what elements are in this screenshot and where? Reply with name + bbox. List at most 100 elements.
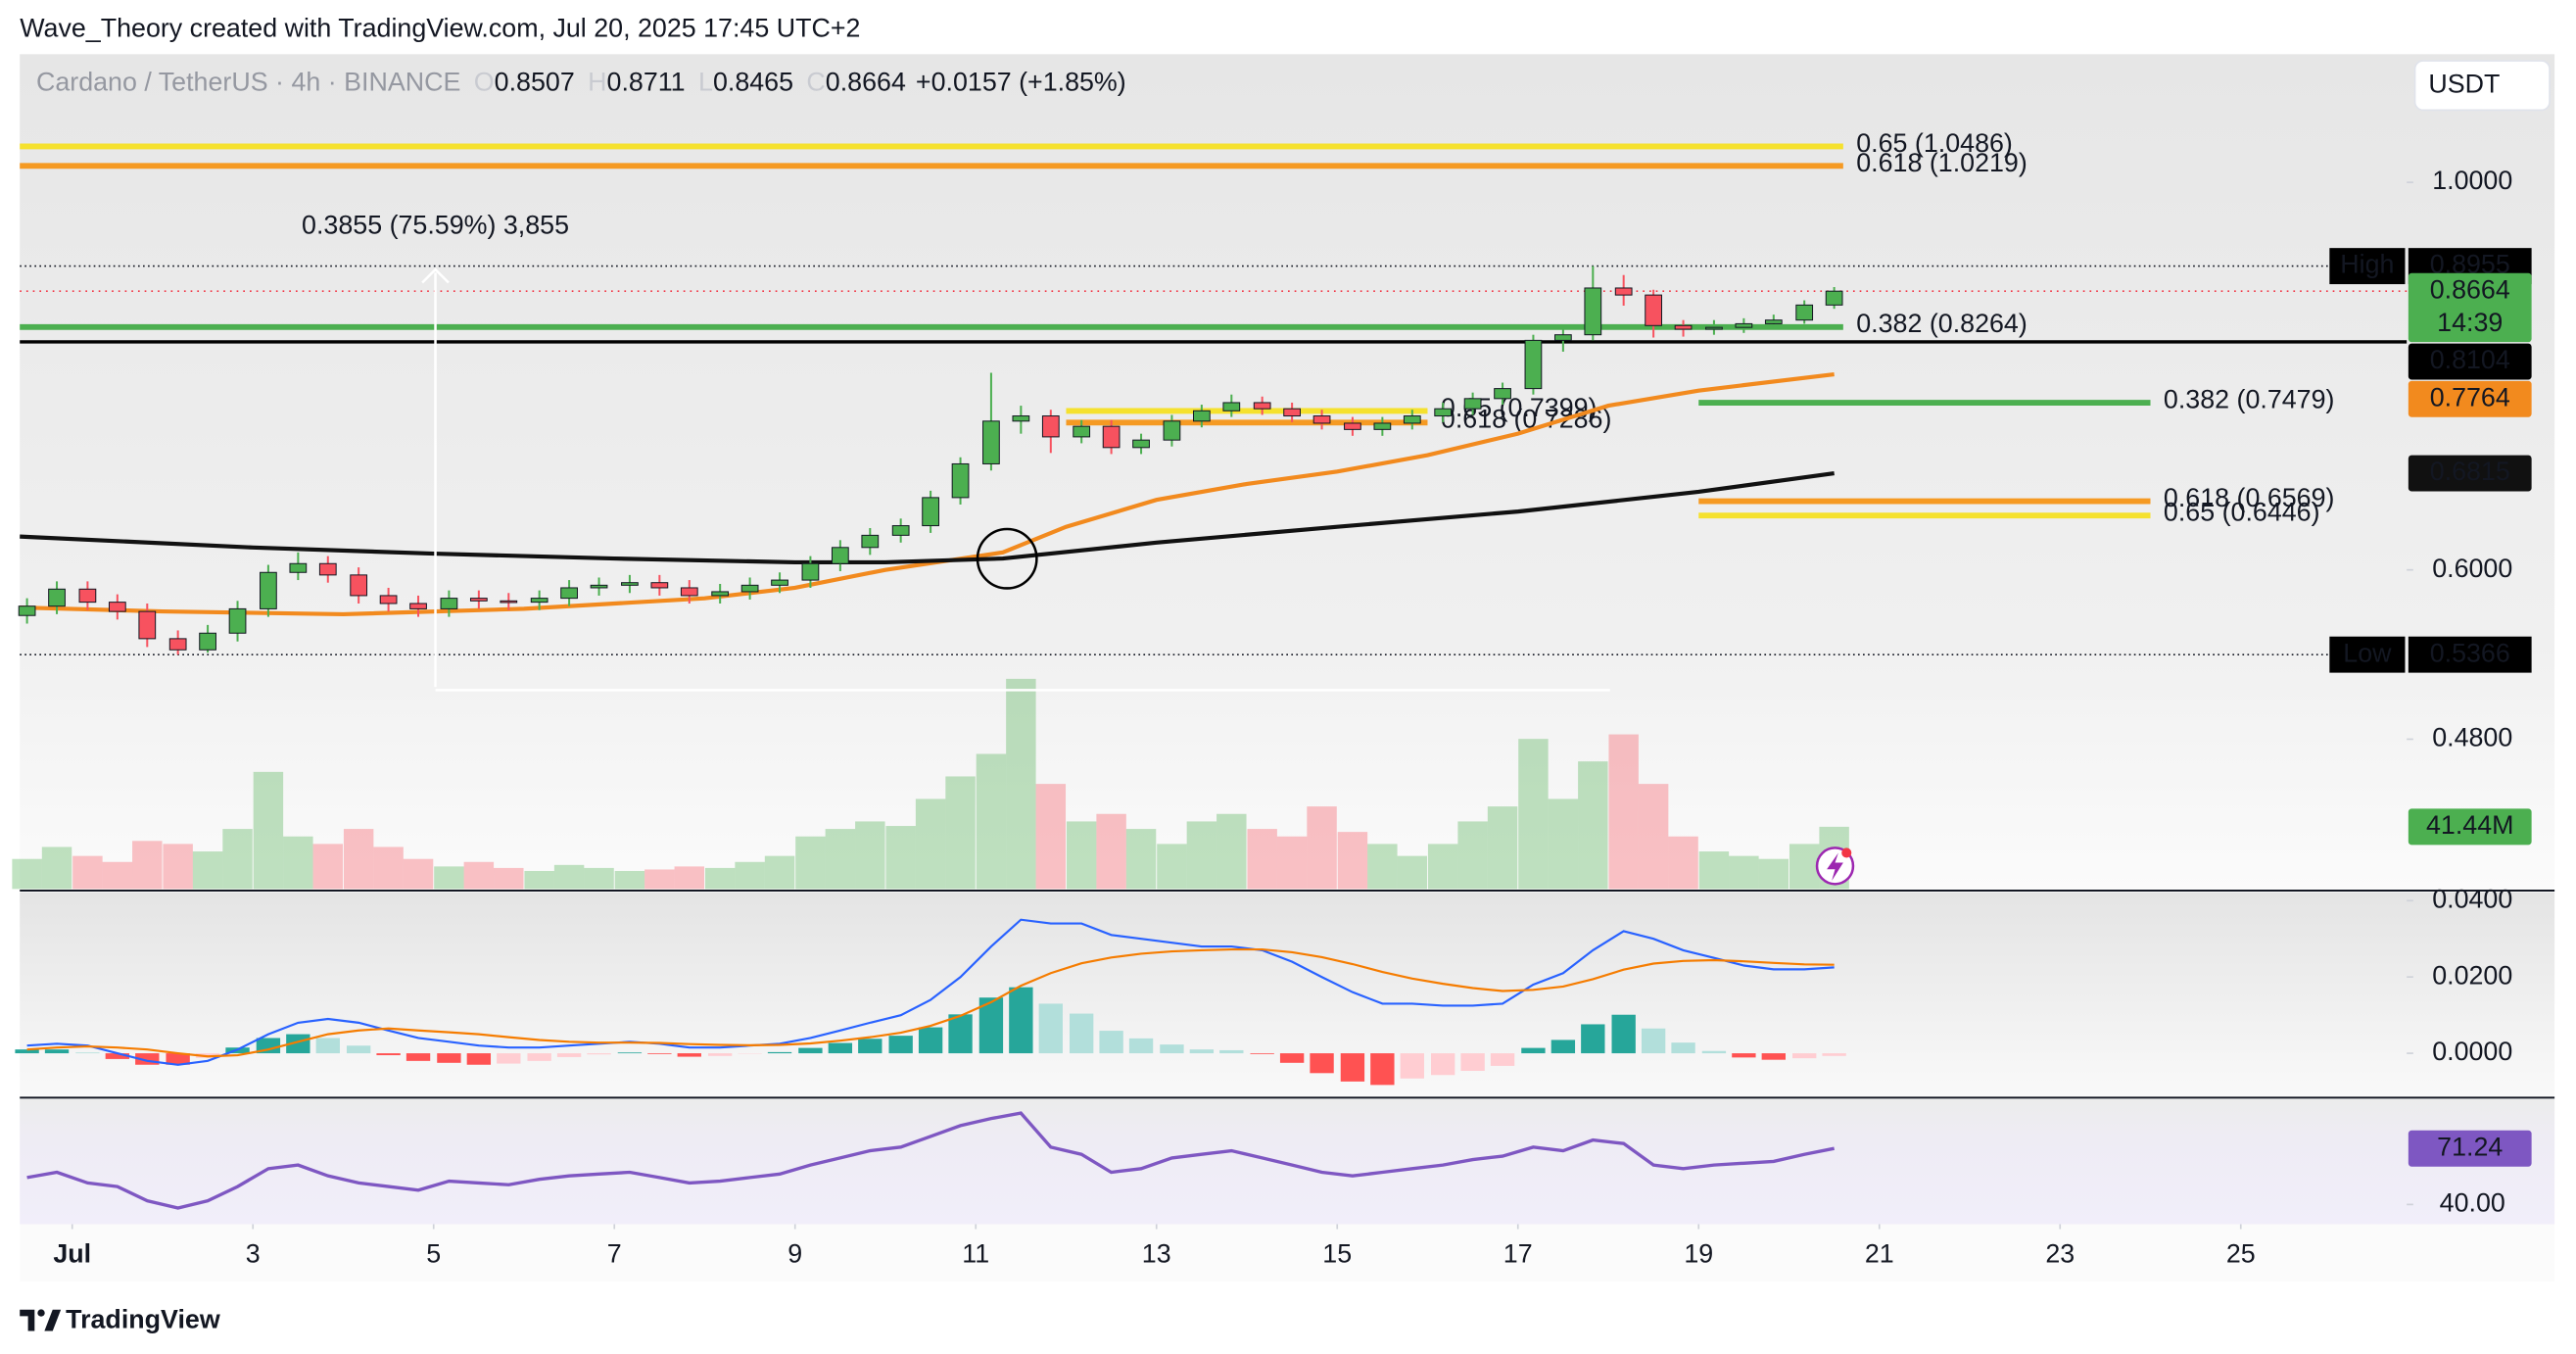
macd-histogram [767,1051,792,1054]
x-tick-label: 11 [962,1238,989,1268]
y-tick-label: 0.6000 [2432,554,2512,583]
macd-histogram [1340,1053,1365,1082]
volume-bar [72,855,103,890]
volume-bar [1216,813,1247,890]
y-tick-label: 1.0000 [2432,166,2512,195]
macd-histogram [1521,1047,1546,1054]
volume-bar [1125,829,1157,890]
fib-level-label: 0.382 (0.8264) [1856,309,2027,338]
macd-histogram [1460,1053,1485,1071]
candle-body [1192,410,1211,422]
x-tick-label: 15 [1322,1238,1352,1268]
volume-bar [1367,844,1398,890]
volume-bar [1397,855,1428,890]
candle-body [530,598,549,604]
candle-body [922,497,939,527]
legend-change: +0.0157 (+1.85%) [916,68,1126,97]
candle-body [199,632,216,651]
x-tick-label: 5 [426,1238,441,1268]
candle-body [1553,334,1572,341]
candle-body [1494,388,1511,400]
macd-histogram [166,1053,190,1065]
volume-bar [1578,761,1608,890]
volume-bar [403,858,434,890]
volume-bar [1427,844,1458,890]
legend-key: H [588,68,606,97]
candle-body [379,595,398,604]
macd-histogram [647,1053,672,1054]
volume-bar [434,866,464,890]
fib-level-label: 0.618 (0.7286) [1441,405,1612,434]
macd-histogram [1250,1053,1274,1054]
macd-histogram [497,1053,521,1064]
x-tick-label: 21 [1865,1238,1894,1268]
volume-bar [524,870,554,890]
candle-body [1102,425,1121,449]
volume-bar [1337,832,1368,890]
x-tick-label: 3 [246,1238,261,1268]
volume-bar [1729,855,1759,890]
currency-button[interactable] [2413,60,2551,112]
candle-body [318,562,337,576]
legend: Cardano / TetherUS · 4h · BINANCE O0.8507… [36,68,1126,97]
candle-body [621,582,639,586]
macd-histogram [858,1039,883,1054]
candle-body [740,584,759,593]
candle-body [771,579,788,586]
macd-tick-label: 0.0000 [2432,1037,2512,1066]
macd-histogram [1128,1038,1154,1054]
header: Wave_Theory created with TradingView.com… [20,13,860,42]
candle-body [1674,324,1693,330]
last-price-label: 0.8664 [2430,274,2510,304]
support-label: 0.8104 [2430,345,2510,374]
volume-bar [1096,813,1126,890]
candle-body [1041,415,1060,438]
macd-histogram [376,1053,401,1056]
candle-body [289,562,308,573]
volume-bar [1066,821,1097,890]
candle-body [891,525,910,536]
candle-body [711,591,730,597]
macd-histogram [1219,1049,1244,1054]
volume-bar [584,867,614,890]
rsi-pane [20,1099,2555,1225]
macd-histogram [1641,1028,1666,1054]
volume-bar [1186,821,1217,890]
candle-body [1312,415,1331,424]
macd-histogram [1822,1053,1846,1056]
candle-body [18,605,36,616]
volume-bar [1608,734,1639,890]
macd-histogram [1279,1053,1305,1063]
candle-body [982,420,1000,464]
macd-histogram [527,1053,551,1061]
volume-bar [1157,844,1187,890]
volume-bar [1457,821,1488,890]
candle-body [78,588,97,604]
macd-line [26,947,1835,1058]
marker-value-bg [2408,636,2532,673]
macd-histogram [1310,1053,1334,1074]
volume-bar [1247,829,1277,890]
macd-histogram [948,1014,973,1054]
x-tick-label: Jul [53,1238,91,1268]
volume-bar [463,861,495,890]
volume-bar [12,858,42,890]
x-tick-label: 7 [607,1238,622,1268]
macd-histogram [1099,1031,1123,1054]
x-tick-label: 19 [1684,1238,1713,1268]
volume-bar [102,861,133,890]
macd-histogram [888,1036,913,1054]
moving-average-label: 0.6815 [2430,457,2510,486]
macd-histogram [44,1049,70,1054]
macd-histogram [135,1053,160,1065]
volume-bar [253,771,284,890]
volume-bar [163,844,193,890]
macd-histogram [1430,1053,1455,1076]
volume-bar [1307,806,1337,890]
macd-histogram [1400,1053,1424,1079]
macd-histogram [1792,1053,1817,1059]
candle-body [861,534,880,549]
candle-body [1222,402,1241,411]
rsi-label: 71.24 [2437,1132,2503,1161]
candle-body [1825,290,1843,306]
